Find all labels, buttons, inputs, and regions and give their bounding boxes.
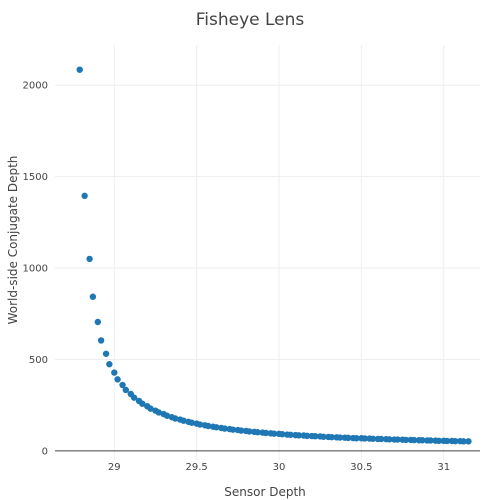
data-point xyxy=(180,417,187,424)
data-point xyxy=(369,435,377,442)
data-point xyxy=(262,429,270,437)
data-point xyxy=(303,432,311,440)
x-axis-title: Sensor Depth xyxy=(224,485,306,499)
data-point xyxy=(213,424,220,431)
data-point xyxy=(270,430,278,437)
data-point xyxy=(89,293,97,300)
data-point xyxy=(119,381,126,389)
data-point xyxy=(394,436,401,443)
data-point xyxy=(155,409,162,416)
y-tick-label: 1000 xyxy=(23,264,48,275)
data-point xyxy=(97,337,105,344)
data-point xyxy=(122,386,130,394)
data-point xyxy=(196,421,204,428)
data-point xyxy=(427,437,434,444)
data-point xyxy=(76,66,83,73)
data-point xyxy=(377,435,385,443)
data-point xyxy=(163,412,171,419)
x-tick-label: 30 xyxy=(273,462,286,473)
data-point xyxy=(419,437,426,444)
data-point xyxy=(312,433,319,440)
chart-title: Fisheye Lens xyxy=(196,10,305,30)
y-tick-label: 500 xyxy=(29,355,48,366)
x-tick-label: 29.5 xyxy=(186,462,208,473)
data-point xyxy=(111,369,118,376)
data-point xyxy=(279,431,286,438)
y-axis-title: World-side Conjugate Depth xyxy=(6,156,20,325)
data-point xyxy=(237,427,245,434)
data-point xyxy=(328,433,335,441)
data-point xyxy=(130,394,138,401)
data-point xyxy=(345,434,352,442)
data-point xyxy=(246,428,253,435)
y-tick-label: 2000 xyxy=(23,81,48,92)
data-point xyxy=(172,415,179,422)
x-tick-label: 29 xyxy=(108,462,121,473)
data-point xyxy=(188,419,195,426)
data-point xyxy=(86,255,93,263)
data-point xyxy=(460,438,467,445)
grid xyxy=(55,45,480,460)
data-point xyxy=(353,435,360,442)
data-point xyxy=(106,361,113,368)
data-point xyxy=(361,435,368,442)
data-point xyxy=(254,429,261,436)
data-point xyxy=(94,318,102,326)
data-point xyxy=(287,431,294,438)
data-point xyxy=(336,434,344,441)
data-point xyxy=(102,350,110,357)
data-point xyxy=(114,376,121,383)
y-tick-label: 1500 xyxy=(23,172,48,183)
data-point xyxy=(435,437,443,445)
data-point xyxy=(139,400,146,407)
data-point xyxy=(221,425,228,432)
data-point xyxy=(410,436,418,444)
data-point xyxy=(452,437,459,445)
x-tick-label: 30.5 xyxy=(350,462,372,473)
data-point xyxy=(295,432,302,439)
x-tick-label: 31 xyxy=(437,462,450,473)
data-point xyxy=(320,433,327,440)
data-point xyxy=(81,192,88,200)
data-point xyxy=(443,437,451,445)
data-point xyxy=(147,405,154,412)
data-point xyxy=(465,438,472,445)
data-point xyxy=(229,426,237,433)
data-point xyxy=(386,436,393,443)
data-point xyxy=(402,436,410,444)
axes: 29 29.5 30 30.5 31 0 500 1000 1500 2000 xyxy=(23,81,480,473)
data-point xyxy=(204,422,212,430)
y-tick-label: 0 xyxy=(42,446,48,457)
data-points xyxy=(76,66,472,445)
